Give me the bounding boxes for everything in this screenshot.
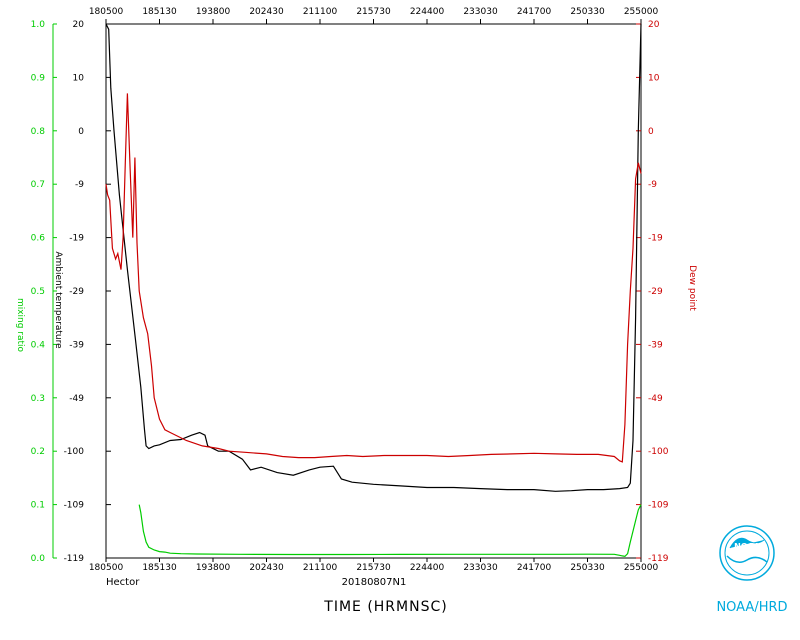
dew-point-tick-label: -49 — [648, 394, 663, 404]
x-top-tick-label: 202430 — [249, 7, 284, 17]
dew-point-tick-label: -39 — [648, 340, 663, 350]
temperature-axis-label: Ambient temperature — [53, 251, 63, 349]
temperature-tick-label: -119 — [64, 554, 85, 564]
dew-point-tick-label: -9 — [648, 180, 657, 190]
dew-point-tick-label: -100 — [648, 447, 669, 457]
x-bottom-tick-label: 241700 — [517, 563, 552, 573]
flight-id: 20180807N1 — [342, 577, 407, 588]
x-bottom-tick-label: 224400 — [410, 563, 445, 573]
x-top-tick-label: 215730 — [356, 7, 391, 17]
mixing-ratio-tick-label: 0.7 — [31, 180, 45, 190]
mixing-ratio-tick-label: 0.5 — [31, 287, 45, 297]
dew-point-axis-label: Dew point — [687, 265, 697, 311]
x-top-tick-label: 211100 — [303, 7, 338, 17]
mixing-ratio-tick-group: 0.0 0.1 0.2 0.3 0.4 0.5 0.6 0.7 0.8 0.9 1.0 — [31, 20, 57, 564]
series-group — [105, 23, 642, 558]
mixing-ratio-axis-label: mixing ratio — [15, 298, 25, 353]
dew-point-tick-label: 0 — [648, 127, 654, 137]
mixing-ratio-tick-label: 0.3 — [31, 394, 45, 404]
x-top-tick-group: 180500 185130 193800 202430 211100 215730 2244… — [89, 7, 659, 24]
temperature-tick-group: -119 -109 -100 -49 -39 -29 -19 -9 0 10 20 — [64, 20, 111, 564]
x-bottom-tick-label: 180500 — [89, 563, 124, 573]
x-top-tick-label: 250330 — [570, 7, 605, 17]
x-bottom-tick-group: 180500 185130 193800 202430 211100 215730 2244… — [89, 558, 659, 573]
x-bottom-tick-label: 255000 — [624, 563, 659, 573]
dew-point-tick-label: -29 — [648, 287, 663, 297]
dew-point-tick-label: -19 — [648, 234, 663, 244]
temperature-tick-label: 20 — [73, 20, 85, 30]
noaa-logo: NOAA — [719, 525, 775, 581]
x-bottom-tick-label: 185130 — [142, 563, 177, 573]
mixing-ratio-tick-label: 0.6 — [31, 234, 46, 244]
x-top-tick-label: 233030 — [463, 7, 498, 17]
temperature-tick-label: -9 — [75, 180, 84, 190]
dew-point-tick-label: -119 — [648, 554, 669, 564]
x-bottom-tick-label: 250330 — [570, 563, 605, 573]
mixing-ratio-tick-label: 0.4 — [31, 340, 46, 350]
x-bottom-tick-label: 215730 — [356, 563, 391, 573]
temperature-tick-label: 0 — [78, 127, 84, 137]
temperature-series-line — [105, 23, 642, 492]
storm-name: Hector — [106, 577, 140, 588]
temperature-tick-label: -100 — [64, 447, 85, 457]
mixing-ratio-tick-label: 0.8 — [31, 127, 46, 137]
x-axis-title: TIME (HRMNSC) — [323, 599, 447, 615]
mixing-ratio-tick-label: 0.1 — [31, 501, 45, 511]
temperature-tick-label: -39 — [69, 340, 84, 350]
mixing-ratio-tick-label: 0.2 — [31, 447, 45, 457]
x-top-tick-label: 224400 — [410, 7, 445, 17]
temperature-tick-label: 10 — [73, 73, 85, 83]
dew-point-tick-label: 10 — [648, 73, 660, 83]
x-bottom-tick-label: 233030 — [463, 563, 498, 573]
temperature-tick-label: -19 — [69, 234, 84, 244]
x-top-tick-label: 185130 — [142, 7, 177, 17]
temperature-tick-label: -49 — [69, 394, 84, 404]
temperature-tick-label: -29 — [69, 287, 84, 297]
dew-point-tick-label: -109 — [648, 501, 669, 511]
dew-point-tick-label: 20 — [648, 20, 660, 30]
noaa-hrd-credit: NOAA/HRD — [716, 600, 787, 615]
x-bottom-tick-label: 202430 — [249, 563, 284, 573]
mixing-ratio-tick-label: 0.9 — [31, 73, 46, 83]
x-bottom-tick-label: 211100 — [303, 563, 338, 573]
temperature-tick-label: -109 — [64, 501, 85, 511]
x-top-tick-label: 255000 — [624, 7, 659, 17]
mixing-ratio-tick-label: 1.0 — [31, 20, 46, 30]
x-top-tick-label: 180500 — [89, 7, 124, 17]
mixing-ratio-series-line — [138, 504, 642, 558]
x-top-tick-label: 193800 — [196, 7, 231, 17]
x-bottom-tick-label: 193800 — [196, 563, 231, 573]
x-top-tick-label: 241700 — [517, 7, 552, 17]
mixing-ratio-tick-label: 0.0 — [31, 554, 46, 564]
dew-point-series-line — [105, 93, 642, 463]
svg-text:NOAA: NOAA — [734, 542, 760, 551]
